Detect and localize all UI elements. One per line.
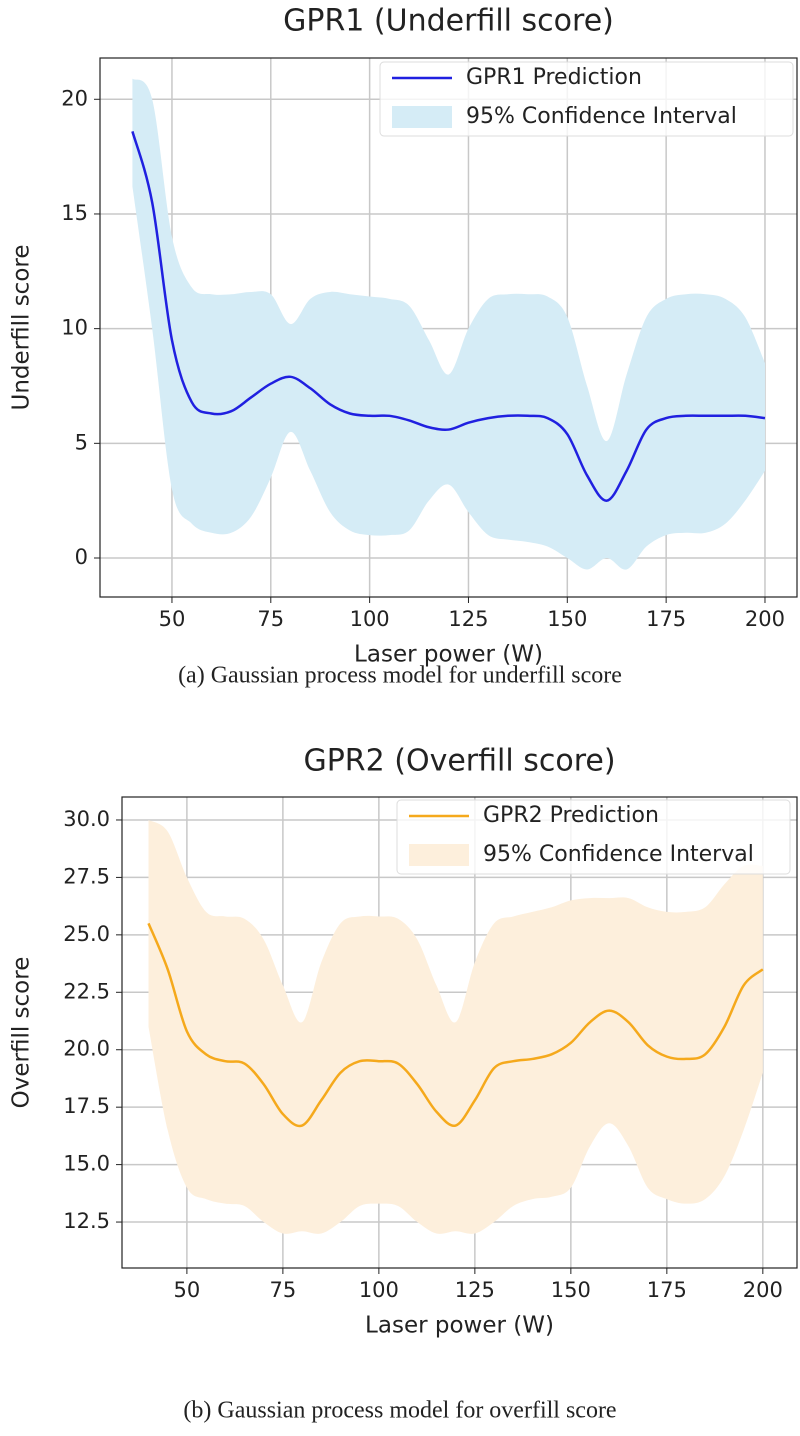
x-tick-label: 50	[174, 1278, 201, 1302]
y-tick-label: 27.5	[63, 864, 110, 888]
y-tick-label: 5	[75, 430, 88, 454]
caption: (b) Gaussian process model for overfill …	[183, 1398, 616, 1424]
x-axis-label: Laser power (W)	[365, 1313, 554, 1339]
y-tick-label: 15.0	[63, 1152, 110, 1176]
x-tick-label: 175	[646, 607, 686, 631]
x-tick-label: 75	[270, 1278, 297, 1302]
legend-patch	[392, 106, 452, 128]
x-tick-label: 125	[448, 607, 488, 631]
y-tick-label: 20.0	[63, 1037, 110, 1061]
y-tick-label: 30.0	[63, 807, 110, 831]
x-tick-label: 150	[551, 1278, 591, 1302]
y-tick-label: 0	[75, 545, 88, 569]
legend-label: 95% Confidence Interval	[483, 842, 754, 867]
axes-frame	[99, 57, 798, 598]
axes-frame	[121, 796, 798, 1269]
legend-label: 95% Confidence Interval	[466, 104, 737, 129]
legend-label: GPR2 Prediction	[483, 803, 659, 828]
x-tick-label: 75	[257, 607, 284, 631]
x-tick-label: 150	[547, 607, 587, 631]
prediction-line	[131, 131, 766, 502]
y-tick-label: 12.5	[63, 1209, 110, 1233]
x-tick-label: 175	[647, 1278, 687, 1302]
x-axis-label: Laser power (W)	[354, 642, 543, 668]
y-tick-label: 10	[61, 316, 88, 340]
y-tick-label: 15	[61, 201, 88, 225]
x-tick-label: 200	[745, 607, 785, 631]
x-tick-label: 125	[455, 1278, 495, 1302]
chart-title: GPR2 (Overfill score)	[303, 744, 615, 779]
prediction-line	[147, 922, 764, 1128]
legend-box	[379, 61, 794, 137]
legend-patch	[409, 844, 469, 866]
confidence-band	[148, 819, 763, 1234]
x-tick-label: 200	[743, 1278, 783, 1302]
y-axis-label: Overfill score	[9, 957, 35, 1109]
caption: (a) Gaussian process model for underfill…	[178, 663, 622, 689]
chart-title: GPR1 (Underfill score)	[283, 4, 614, 39]
x-tick-label: 100	[359, 1278, 399, 1302]
x-tick-label: 50	[159, 607, 186, 631]
confidence-band	[132, 78, 765, 570]
y-tick-label: 20	[61, 86, 88, 110]
y-tick-label: 22.5	[63, 979, 110, 1003]
y-tick-label: 17.5	[63, 1094, 110, 1118]
y-tick-label: 25.0	[63, 922, 110, 946]
legend-box	[396, 799, 791, 875]
legend-label: GPR1 Prediction	[466, 65, 642, 90]
x-tick-label: 100	[350, 607, 390, 631]
y-axis-label: Underfill score	[9, 245, 35, 411]
